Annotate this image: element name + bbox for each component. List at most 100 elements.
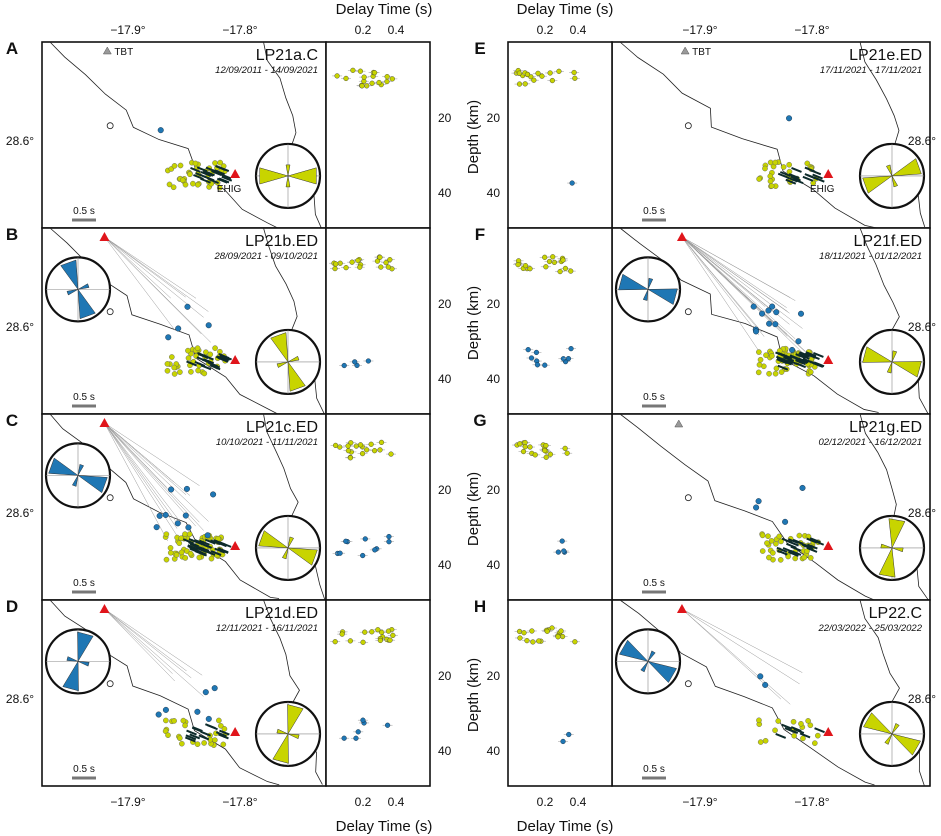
split-bar [806, 537, 818, 544]
delay-tick-top-2: 0.4 [388, 23, 405, 37]
shallow-event [167, 545, 174, 551]
lon-tick-top-3: −17.9° [682, 23, 717, 37]
west-coastline [619, 41, 877, 229]
rose-petal-0 [891, 158, 922, 177]
ehig-station-icon [823, 355, 834, 365]
ray-path [104, 422, 182, 524]
shallow-event [216, 717, 222, 724]
delay-point-shallow [562, 445, 568, 451]
deep-event [762, 681, 769, 688]
split-bar [221, 175, 233, 182]
delay-point-shallow [536, 638, 542, 644]
delay-point-shallow [347, 638, 353, 644]
scale-bar-label: 0.5 s [643, 764, 665, 775]
delay-point-shallow [378, 264, 384, 270]
split-bar [790, 175, 801, 182]
split-bar [204, 538, 216, 545]
ray-path [104, 422, 200, 523]
shallow-event [766, 370, 772, 377]
split-bar [791, 167, 802, 173]
delay-tick-bottom-3: 0.2 [537, 795, 554, 809]
delay-point-deep [343, 538, 349, 544]
shallow-event [807, 722, 814, 729]
delay-point-shallow [332, 442, 339, 449]
rose-petal-1 [259, 167, 289, 185]
split-bar [813, 361, 825, 368]
ray-path [681, 236, 790, 325]
delay-point-shallow [359, 83, 365, 89]
delay-point-shallow [343, 265, 349, 271]
panel-title: LP21e.ED [849, 47, 922, 64]
split-bar [799, 353, 810, 360]
delay-point-shallow [532, 452, 538, 458]
delay-tick-top-3: 0.2 [537, 23, 554, 37]
delay-point-shallow [361, 74, 367, 80]
rose-petal-1 [891, 361, 922, 378]
shallow-event [756, 349, 762, 355]
delay-point-deep [355, 729, 361, 735]
shallow-event [767, 173, 774, 180]
rose-petal-minor-1 [285, 175, 291, 188]
rose-petal-minor-0 [285, 164, 291, 176]
deep-event [757, 673, 764, 680]
split-bar [786, 542, 797, 549]
deep-event [194, 708, 201, 715]
deep-event [755, 498, 762, 505]
split-bar [203, 354, 214, 361]
shallow-event [773, 540, 779, 547]
split-bar [779, 171, 791, 177]
split-bar [804, 173, 816, 180]
lat-tick: 28.6° [908, 692, 936, 706]
shallow-event [759, 532, 766, 539]
panel-letter: C [6, 411, 18, 430]
panel-dates: 12/09/2011 - 14/09/2021 [215, 65, 318, 76]
shallow-event [194, 181, 201, 188]
delay-point-shallow [542, 254, 548, 260]
depth-tick-20: 20 [438, 297, 452, 311]
depth-tick-40: 40 [487, 744, 501, 758]
shallow-event [756, 361, 763, 368]
deep-event [157, 127, 164, 134]
shallow-event [185, 355, 192, 361]
shallow-rose [254, 328, 322, 396]
rose-petal-1 [287, 547, 318, 566]
scale-bar-label: 0.5 s [643, 578, 665, 589]
delay-point-deep [559, 538, 565, 544]
split-bar [782, 547, 794, 553]
deep-event [786, 115, 793, 122]
split-bar [204, 170, 215, 177]
deep-event [202, 689, 209, 696]
split-bar [798, 352, 810, 358]
deep-event [204, 532, 211, 539]
deep-event [210, 491, 217, 498]
panel-dates: 17/11/2021 - 17/11/2021 [820, 65, 922, 76]
ehig-station-icon [230, 727, 241, 737]
split-bar [812, 361, 824, 368]
split-bar [194, 539, 205, 545]
shallow-event [812, 740, 818, 746]
lon-tick-bottom-4: −17.8° [794, 795, 829, 809]
delay-point-deep [566, 731, 572, 738]
ray-path [681, 236, 787, 308]
rose-petal-minor-1 [287, 536, 295, 549]
split-bar [204, 550, 216, 556]
split-bar [188, 538, 200, 544]
delay-point-shallow [530, 639, 536, 645]
delay-point-shallow [571, 69, 577, 76]
delay-point-shallow [560, 257, 566, 263]
shallow-rose [254, 700, 322, 768]
ray-path [104, 422, 209, 522]
panel-dates: 02/12/2021 - 16/12/2021 [818, 437, 922, 448]
delay-point-shallow [350, 67, 356, 73]
ray-path [681, 608, 800, 685]
rose-petal-1 [862, 175, 893, 194]
split-bar [787, 728, 799, 734]
ray-path [681, 236, 760, 336]
rose-petal-minor-1 [77, 464, 85, 476]
delay-point-deep [353, 735, 359, 741]
depth-tick-40: 40 [438, 186, 452, 200]
deep-event [182, 512, 189, 519]
shallow-event [208, 555, 215, 562]
ray-path [681, 236, 803, 329]
